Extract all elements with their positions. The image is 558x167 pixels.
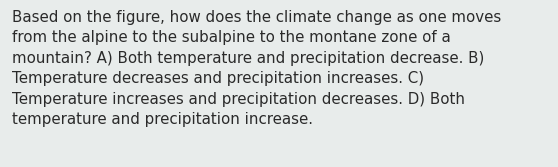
Text: Based on the figure, how does the climate change as one moves
from the alpine to: Based on the figure, how does the climat… xyxy=(12,10,501,127)
